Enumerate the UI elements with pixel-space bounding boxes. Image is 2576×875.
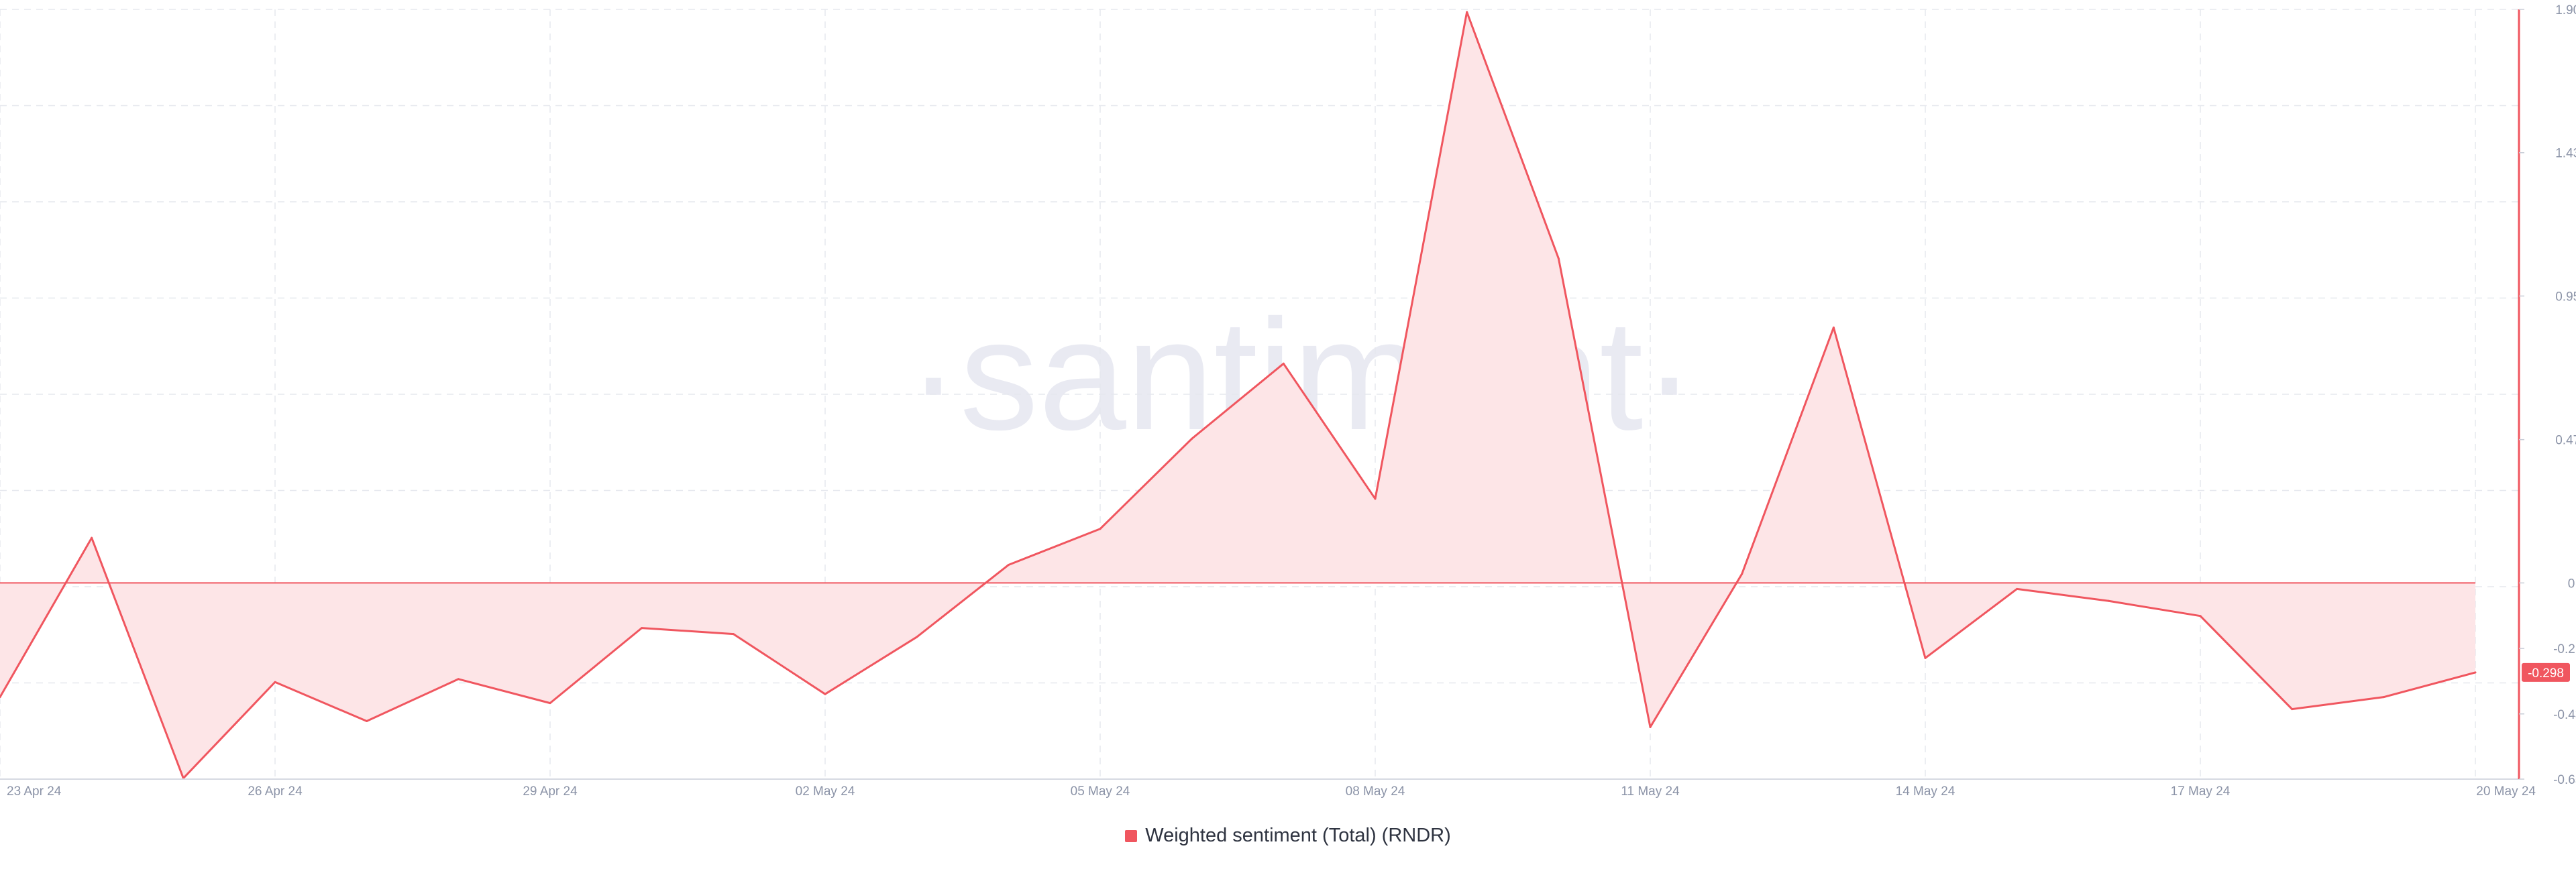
data-point xyxy=(916,636,918,638)
data-point xyxy=(366,720,368,723)
data-point xyxy=(1466,11,1468,13)
x-tick-label: 14 May 24 xyxy=(1896,784,1955,799)
data-point xyxy=(457,678,460,681)
current-value-label: -0.298 xyxy=(2528,666,2564,681)
data-point xyxy=(91,536,93,539)
data-point xyxy=(1924,656,1927,659)
series-area-layer xyxy=(0,11,2477,780)
legend-swatch xyxy=(1125,829,1138,842)
series-area-fill xyxy=(0,12,2475,778)
x-tick-label: 29 Apr 24 xyxy=(523,784,578,799)
x-tick-label: 20 May 24 xyxy=(2476,784,2536,799)
data-point xyxy=(641,627,643,630)
data-point xyxy=(1557,257,1560,259)
data-point xyxy=(824,693,826,695)
data-point xyxy=(1832,327,1835,329)
x-tick-label: 08 May 24 xyxy=(1346,784,1405,799)
data-point xyxy=(0,696,1,699)
data-point xyxy=(1099,528,1102,530)
data-point xyxy=(2199,615,2202,618)
current-value-badge xyxy=(2522,662,2570,682)
data-point xyxy=(2016,587,2019,590)
data-point xyxy=(2291,708,2294,711)
data-point xyxy=(1191,437,1193,440)
y-tick-label: -0.436 xyxy=(2553,708,2576,722)
x-tick-label: 23 Apr 24 xyxy=(7,784,62,799)
tick-labels: 1.909 1.432 0.955 0.477 0 -0.218 -0.436 -0.653 2… xyxy=(7,3,2576,799)
data-point xyxy=(1649,725,1652,728)
x-tick-label: 11 May 24 xyxy=(1621,784,1680,799)
y-tick-label: -0.218 xyxy=(2553,642,2576,656)
legend-label: Weighted sentiment (Total) (RNDR) xyxy=(1145,825,1451,846)
x-tick-label: 26 Apr 24 xyxy=(248,784,303,799)
data-point xyxy=(1282,362,1285,365)
axes xyxy=(0,9,2524,780)
data-point xyxy=(274,681,276,683)
data-point xyxy=(2107,599,2110,602)
y-tick-label: 0.477 xyxy=(2555,434,2576,448)
data-point xyxy=(1374,498,1377,500)
y-tick-label: 1.909 xyxy=(2555,3,2576,17)
data-point xyxy=(549,702,551,705)
y-tick-label: -0.653 xyxy=(2553,773,2576,787)
data-point xyxy=(1007,564,1010,567)
y-tick-label: 1.432 xyxy=(2555,147,2576,161)
series-line xyxy=(0,11,2476,780)
data-point xyxy=(1741,573,1743,575)
legend[interactable]: Weighted sentiment (Total) (RNDR) xyxy=(0,825,2576,847)
data-point xyxy=(732,633,735,636)
y-tick-label: 0 xyxy=(2568,577,2575,591)
data-point xyxy=(2382,696,2385,699)
y-tick-label: 0.955 xyxy=(2555,290,2576,304)
x-tick-label: 02 May 24 xyxy=(796,784,855,799)
x-tick-label: 17 May 24 xyxy=(2171,784,2231,799)
data-point xyxy=(2474,671,2477,674)
x-tick-label: 05 May 24 xyxy=(1071,784,1130,799)
